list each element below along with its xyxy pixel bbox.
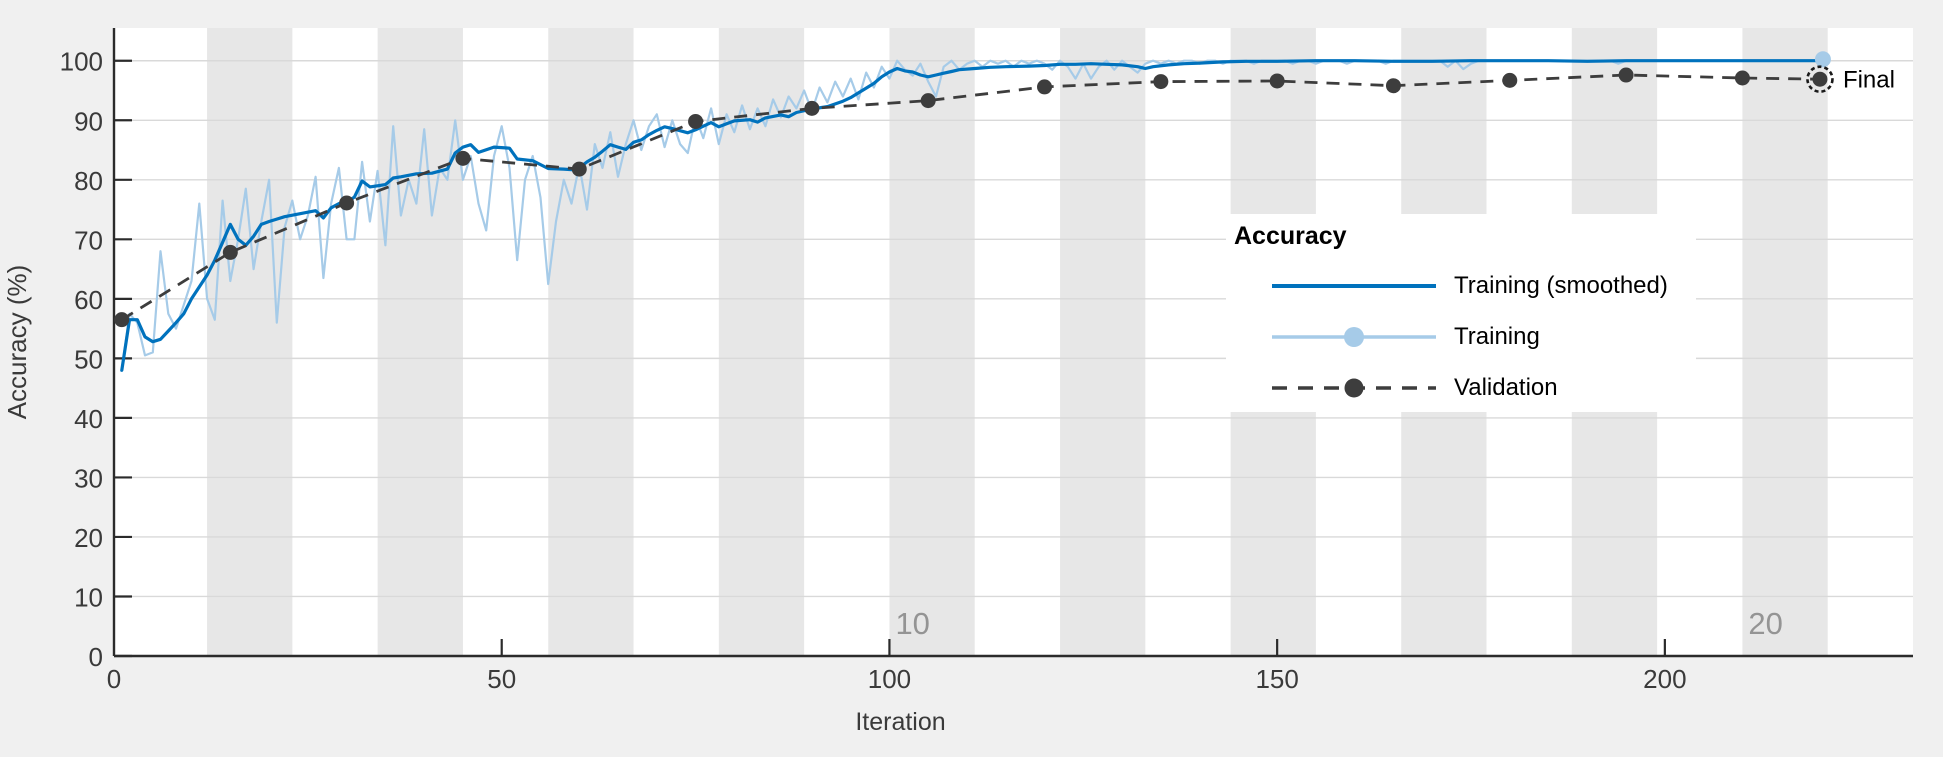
legend-label-validation: Validation [1454, 374, 1558, 401]
epoch-band [377, 28, 463, 656]
validation-marker [339, 195, 355, 211]
epoch-band [889, 28, 975, 656]
y-axis-title: Accuracy (%) [2, 265, 32, 420]
y-tick-label: 0 [89, 642, 103, 672]
validation-marker [114, 312, 130, 328]
validation-marker [455, 150, 471, 166]
y-tick-label: 40 [74, 404, 103, 434]
legend-label-training-smoothed: Training (smoothed) [1454, 272, 1668, 299]
y-tick-label: 80 [74, 166, 103, 196]
validation-marker [688, 113, 704, 129]
epoch-band [1060, 28, 1146, 656]
validation-marker [1269, 73, 1285, 89]
epoch-number-label: 20 [1748, 606, 1782, 641]
validation-marker [920, 93, 936, 109]
validation-line [121, 73, 1820, 321]
training-smoothed-line [120, 59, 1822, 372]
y-tick-label: 70 [74, 225, 103, 255]
legend: Accuracy Training (smoothed) Training Va… [1226, 214, 1696, 412]
legend-title: Accuracy [1234, 222, 1347, 250]
y-tick-label: 30 [74, 463, 103, 493]
validation-marker [1812, 71, 1828, 87]
epoch-band [718, 28, 805, 656]
training-smoothed-line-icon [1272, 284, 1436, 288]
legend-item-validation: Validation [1226, 372, 1696, 404]
x-tick-label: 50 [487, 664, 516, 694]
epoch-band [207, 28, 293, 656]
y-tick-label: 50 [74, 344, 103, 374]
legend-item-training-smoothed: Training (smoothed) [1226, 270, 1696, 302]
x-tick-label: 0 [107, 664, 121, 694]
legend-label-training: Training [1454, 323, 1540, 350]
training-end-marker [1814, 51, 1831, 68]
y-tick-label: 10 [74, 582, 103, 612]
epoch-number-label: 10 [895, 606, 929, 641]
validation-marker [804, 100, 820, 116]
training-line-icon [1272, 327, 1436, 347]
x-tick-label: 100 [868, 664, 911, 694]
validation-marker [1385, 78, 1401, 94]
y-tick-label: 100 [60, 47, 103, 77]
validation-marker [222, 244, 238, 260]
epoch-band [1742, 28, 1828, 656]
validation-marker [1618, 67, 1634, 83]
y-tick-label: 90 [74, 106, 103, 136]
validation-marker [1502, 72, 1518, 88]
final-marker-ring [1806, 65, 1834, 93]
x-tick-label: 150 [1255, 664, 1298, 694]
validation-marker [1037, 79, 1053, 95]
validation-marker [1734, 70, 1750, 86]
y-tick-label: 20 [74, 523, 103, 553]
x-tick-label: 200 [1643, 664, 1686, 694]
validation-marker [1153, 74, 1169, 90]
validation-line-icon [1272, 378, 1436, 398]
legend-item-training: Training [1226, 321, 1696, 353]
final-marker-label: Final [1843, 67, 1895, 94]
x-axis-title: Iteration [855, 708, 945, 736]
y-tick-label: 60 [74, 285, 103, 315]
epoch-band [548, 28, 634, 656]
validation-marker [571, 161, 587, 177]
